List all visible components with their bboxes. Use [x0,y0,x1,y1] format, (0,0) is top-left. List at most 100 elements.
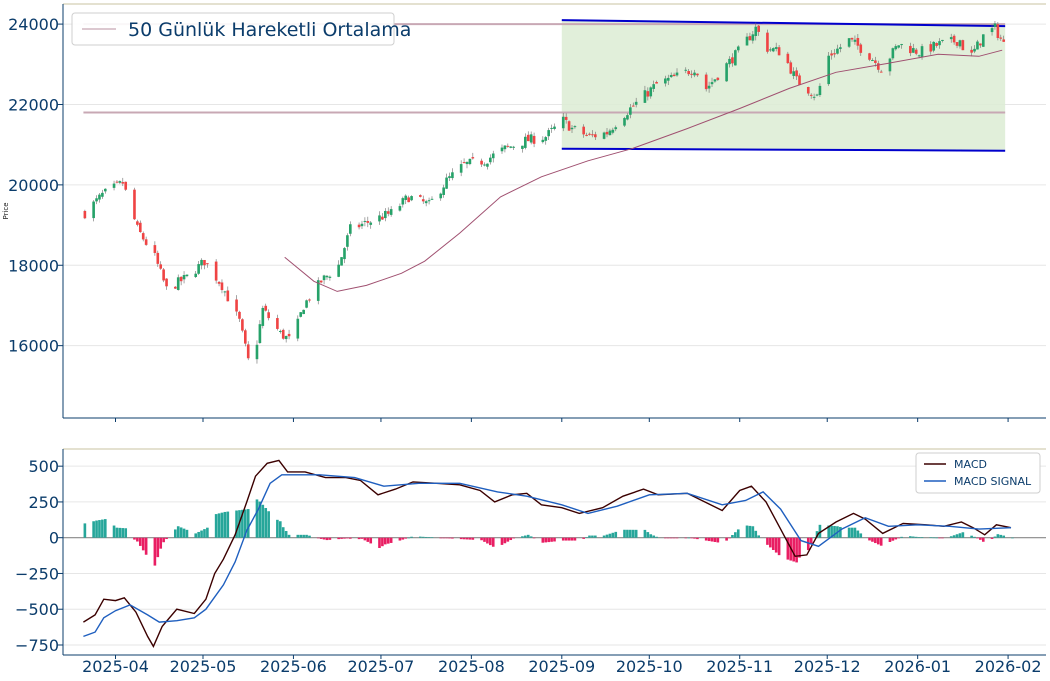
macd-histogram-bar [340,537,343,539]
macd-histogram-bar [745,525,749,538]
macd-histogram-bar [1002,535,1006,538]
candle-body [103,188,107,192]
macd-ytick-label: −750 [15,636,59,655]
macd-histogram-bar [879,537,883,546]
macd-histogram-bar [141,537,145,551]
macd-histogram-bar [451,537,454,539]
macd-xtick-label: 2025-07 [348,657,415,676]
macd-histogram-bar [512,537,515,539]
macd-histogram-bar [981,537,985,542]
macd-histogram-bar [914,536,918,538]
macd-histogram-bar [462,537,466,540]
candle-body [547,130,550,137]
macd-histogram-bar [704,537,708,541]
macd-histogram-bar [369,537,373,544]
macd-histogram-bar [973,536,976,538]
candle-body [979,43,982,46]
candle-body [439,193,443,199]
candle-body [707,85,711,89]
macd-histogram-bar [261,504,265,538]
macd-legend: MACD MACD SIGNAL [915,452,1041,494]
macd-histogram-bar [935,537,938,539]
candle-body [795,70,798,77]
macd-histogram-bar [777,537,781,556]
candle-body [710,82,714,85]
macd-histogram-bar [1011,537,1014,539]
candle-body [806,86,810,94]
candle-body [267,312,270,319]
macd-histogram-bar [284,531,288,538]
candle-body [879,71,883,73]
macd-histogram-bar [223,511,227,538]
candle-body [716,77,720,80]
macd-histogram-bar [561,537,565,541]
candle-body [445,177,448,189]
macd-histogram-bar [961,532,965,538]
candle-body [687,71,690,75]
macd-histogram-bar [766,537,769,545]
candle-body [246,344,250,359]
candle-body [696,73,699,76]
macd-histogram-bar [200,530,203,538]
macd-xtick-label: 2025-11 [706,657,773,676]
macd-histogram-bar [217,513,221,538]
candle-body [529,134,533,143]
macd-histogram-bar [471,537,475,540]
price-ytick-label: 24000 [8,15,59,34]
price-ma [284,49,1003,292]
candle-body [235,299,238,312]
candle-body [521,145,524,149]
macd-histogram-bar [856,530,860,538]
candle-body [281,329,285,339]
macd-histogram-bar [503,537,507,544]
candle-body [489,157,492,163]
candle-body [623,118,626,126]
candle-body [935,42,938,46]
candle-body [920,46,924,58]
candle-body [381,216,384,220]
macd-histogram-bar [357,537,361,540]
macd-histogram-bar [993,536,997,538]
candle-body [465,161,469,165]
candle-body [553,126,556,129]
price-candles [83,21,1006,364]
macd-histogram-bar [734,532,737,538]
candle-body [859,44,863,53]
candle-body [564,116,568,120]
macd-histogram-bar [419,536,422,538]
macd-histogram-bar [509,537,513,541]
candle-body [786,53,790,64]
candle-body [223,291,227,293]
candle-body [932,41,936,51]
price-ytick-label: 20000 [8,176,59,195]
candle-body [745,36,749,46]
candle-body [491,153,495,159]
candle-body [337,264,340,277]
macd-histogram-bar [952,535,956,538]
macd-histogram-bar [830,525,833,538]
macd-histogram-bar [853,527,857,538]
macd-histogram-bar [976,537,979,539]
candle-body [815,94,819,96]
candle-body [226,290,230,302]
candle-body [363,220,367,222]
macd-histogram-bar [547,537,550,543]
candle-body [999,37,1003,39]
candle-body [900,44,903,46]
channel-upper-line [561,19,1006,28]
candle-body [669,75,673,78]
candle-body [512,146,515,148]
macd-histogram-bar [226,511,230,538]
candle-body [608,130,612,136]
macd-histogram-bar [996,534,1000,538]
macd-histogram-bar [410,536,413,538]
macd-histogram-bar [529,536,533,538]
candle-body [602,132,606,139]
macd-histogram-bar [95,520,98,538]
macd-histogram-bar [608,533,612,538]
candle-body [83,210,87,219]
macd-histogram-bar [990,537,994,539]
macd-histogram-bar [833,526,836,538]
candle-body [766,32,769,52]
